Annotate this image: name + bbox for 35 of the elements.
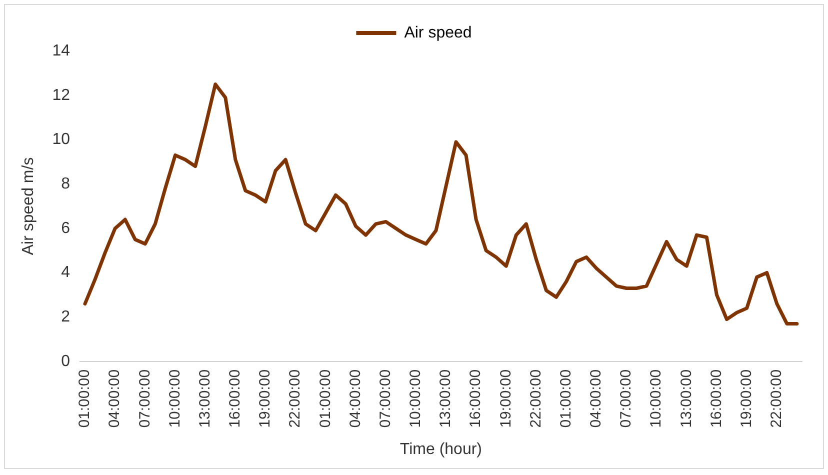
legend-label: Air speed: [404, 24, 472, 42]
x-tick-label: 16:00:00: [467, 369, 484, 428]
x-tick-label: 07:00:00: [136, 369, 154, 428]
y-tick-label: 4: [61, 264, 70, 282]
y-tick-label: 8: [61, 175, 70, 192]
y-tick-label: 12: [52, 86, 70, 104]
x-axis-title: Time (hour): [400, 440, 482, 458]
x-tick-label: 13:00:00: [196, 369, 214, 428]
y-tick-label: 6: [61, 220, 70, 237]
x-tick-label: 07:00:00: [376, 369, 394, 428]
x-tick-label: 10:00:00: [166, 369, 184, 428]
x-tick-label: 19:00:00: [256, 369, 274, 428]
x-tick-label: 16:00:00: [708, 369, 725, 428]
x-tick-label: 22:00:00: [286, 369, 304, 428]
x-tick-label: 10:00:00: [407, 369, 424, 428]
x-tick-label: 19:00:00: [738, 369, 755, 428]
x-tick-label: 04:00:00: [346, 369, 364, 428]
y-axis-title: Air speed m/s: [20, 157, 38, 256]
x-tick-label: 01:00:00: [316, 369, 334, 428]
x-tick-label: 13:00:00: [437, 369, 454, 428]
x-tick-label: 10:00:00: [648, 369, 665, 428]
x-tick-label: 01:00:00: [76, 369, 94, 428]
x-tick-label: 01:00:00: [557, 369, 574, 428]
y-tick-label: 0: [61, 352, 70, 370]
x-tick-label: 07:00:00: [618, 369, 635, 428]
x-tick-label: 04:00:00: [106, 369, 124, 428]
x-tick-label: 19:00:00: [497, 369, 514, 428]
y-tick-label: 14: [52, 42, 70, 60]
x-tick-label: 16:00:00: [226, 369, 244, 428]
x-tick-label: 22:00:00: [527, 369, 544, 428]
x-tick-label: 04:00:00: [588, 369, 605, 428]
x-tick-label: 22:00:00: [768, 369, 786, 428]
y-tick-label: 10: [52, 131, 70, 148]
y-tick-label: 2: [61, 308, 70, 326]
x-tick-label: 13:00:00: [678, 369, 695, 428]
